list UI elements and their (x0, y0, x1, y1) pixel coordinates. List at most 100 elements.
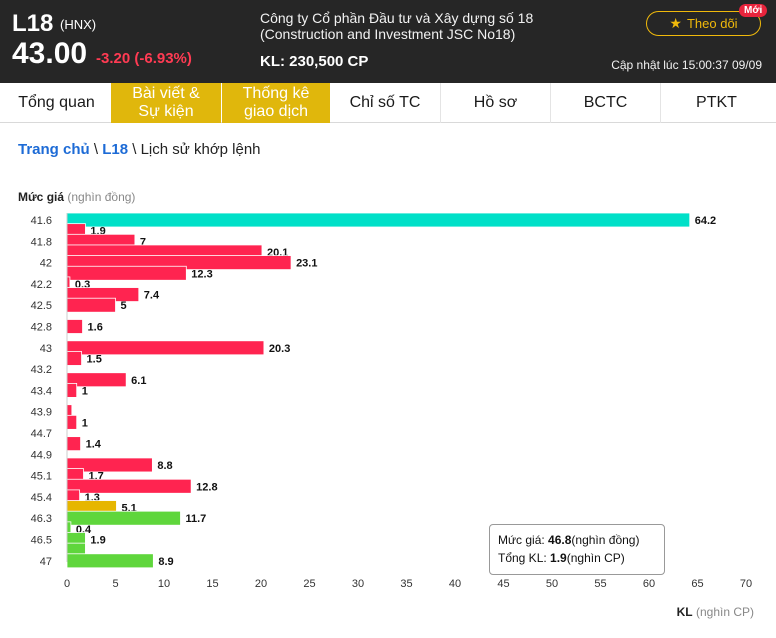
tab-profile[interactable]: Hồ sơ (440, 83, 550, 123)
breadcrumb-current: Lịch sử khớp lệnh (140, 141, 261, 158)
y-tick-label: 42.8 (31, 322, 52, 334)
x-axis-label: KL (676, 605, 693, 619)
bar (66, 351, 82, 366)
x-tick-label: 50 (546, 578, 558, 590)
x-tick-label: 25 (303, 578, 315, 590)
tooltip-volume-value: 1.9 (550, 551, 567, 565)
tab-articles-events[interactable]: Bài viết & Sự kiện (111, 83, 221, 123)
y-tick-label: 44.9 (31, 449, 52, 461)
tab-label: Tổng quan (18, 94, 95, 111)
tooltip-price-unit: (nghìn đồng) (571, 533, 640, 547)
bar (66, 319, 83, 334)
x-tick-label: 45 (497, 578, 509, 590)
y-tick-label: 45.1 (31, 471, 52, 483)
bar-value-label: 1 (82, 417, 88, 429)
tab-financial-ratios[interactable]: Chỉ số TC (330, 83, 440, 123)
x-axis-title: KL (nghìn CP) (677, 605, 754, 619)
bar-value-label: 7.4 (144, 290, 160, 302)
y-tick-label: 43.2 (31, 364, 52, 376)
x-tick-label: 5 (112, 578, 118, 590)
x-tick-label: 65 (691, 578, 703, 590)
bar-value-label: 8.9 (158, 556, 173, 568)
tab-trading-stats[interactable]: Thống kê giao dịch (222, 83, 330, 123)
x-tick-label: 30 (352, 578, 364, 590)
company-name-vi: Công ty Cổ phần Đầu tư và Xây dựng số 18 (260, 10, 534, 26)
bar (66, 553, 154, 569)
y-tick-label: 42.2 (31, 279, 52, 291)
breadcrumb-home[interactable]: Trang chủ (18, 141, 90, 158)
tab-label: BCTC (583, 94, 628, 111)
tooltip-volume-unit: (nghìn CP) (566, 551, 625, 565)
bar-value-label: 1.6 (88, 322, 103, 334)
tab-technical-analysis[interactable]: PTKT (660, 83, 772, 123)
volume-by-price-chart: 41.6 41.8 42 42.2 42.5 42.8 43 43.2 43.4 43.9 44.7… (31, 212, 752, 590)
bar (66, 382, 78, 398)
total-volume: KL: 230,500 CP (260, 53, 369, 70)
bar (66, 297, 116, 313)
bar-value-label: 1.5 (87, 353, 102, 365)
x-axis-unit: (nghìn CP) (695, 605, 754, 619)
x-tick-label: 35 (400, 578, 412, 590)
y-tick-label: 45.4 (31, 492, 52, 504)
tab-label: Chỉ số TC (349, 94, 421, 111)
y-axis-title: Mức giá (nghìn đồng) (18, 190, 135, 204)
bar-value-label: 7 (140, 236, 146, 248)
tab-label: giao dịch (243, 103, 309, 120)
x-tick-label: 20 (255, 578, 267, 590)
tooltip-volume-row: Tổng KL: 1.9(nghìn CP) (498, 549, 656, 567)
tab-label: Hồ sơ (473, 94, 518, 111)
y-tick-label: 41.8 (31, 236, 52, 248)
new-badge: Mới (739, 4, 768, 17)
y-tick-label: 42.5 (31, 300, 52, 312)
exchange-label: (HNX) (60, 17, 97, 32)
x-tick-label: 0 (64, 578, 70, 590)
x-tick-label: 60 (643, 578, 655, 590)
x-tick-label: 40 (449, 578, 461, 590)
bar-value-label: 5 (121, 300, 127, 312)
bar (66, 212, 691, 228)
last-updated: Cập nhật lúc 15:00:37 09/09 (611, 58, 762, 72)
bar-value-label: 6.1 (131, 375, 146, 387)
tooltip-volume-label: Tổng KL: (498, 551, 551, 565)
tab-label: Sự kiện (138, 103, 194, 120)
breadcrumb: Trang chủ \ L18 \ Lịch sử khớp lệnh (18, 141, 261, 158)
company-name-en: (Construction and Investment JSC No18) (260, 26, 516, 42)
price-change: -3.20 (-6.93%) (96, 50, 192, 67)
tab-label: PTKT (696, 94, 737, 111)
y-tick-label: 42 (40, 258, 52, 270)
breadcrumb-separator: \ (128, 141, 141, 158)
chart-tooltip: Mức giá: 46.8(nghìn đồng) Tổng KL: 1.9(n… (489, 524, 665, 575)
y-tick-label: 43.4 (31, 385, 52, 397)
x-tick-label: 70 (740, 578, 752, 590)
breadcrumb-symbol[interactable]: L18 (102, 141, 129, 158)
bar-value-label: 1.4 (86, 439, 102, 451)
x-tick-label: 55 (594, 578, 606, 590)
y-tick-label: 47 (40, 556, 52, 568)
tab-label: Bài viết & (132, 85, 200, 102)
y-tick-label: 41.6 (31, 215, 52, 227)
bar-value-label: 8.8 (157, 460, 172, 472)
x-tick-label: 10 (158, 578, 170, 590)
bar-value-label: 64.2 (695, 215, 716, 227)
tab-label: Thống kê (242, 85, 310, 102)
bar-value-label: 12.3 (191, 268, 212, 280)
y-tick-label: 43.9 (31, 407, 52, 419)
stock-symbol: L18 (12, 10, 54, 37)
tab-bar: Tổng quan Bài viết & Sự kiện Thống kê gi… (0, 83, 776, 123)
tab-financial-statements[interactable]: BCTC (550, 83, 660, 123)
breadcrumb-separator: \ (89, 141, 103, 158)
follow-button[interactable]: ★ Theo dõi (646, 11, 761, 36)
bar-value-label: 11.7 (185, 513, 206, 525)
y-tick-label: 43 (40, 343, 52, 355)
bar-value-label: 1 (82, 385, 88, 397)
tab-overview[interactable]: Tổng quan (0, 83, 113, 123)
bar (66, 436, 81, 452)
y-tick-label: 46.3 (31, 513, 52, 525)
y-tick-label: 46.5 (31, 535, 52, 547)
tooltip-price-label: Mức giá: (498, 533, 549, 547)
follow-label: Theo dõi (686, 16, 738, 31)
y-axis-unit: (nghìn đồng) (67, 190, 136, 204)
x-tick-label: 15 (206, 578, 218, 590)
y-tick-label: 44.7 (31, 428, 52, 440)
y-axis-label: Mức giá (18, 190, 65, 204)
